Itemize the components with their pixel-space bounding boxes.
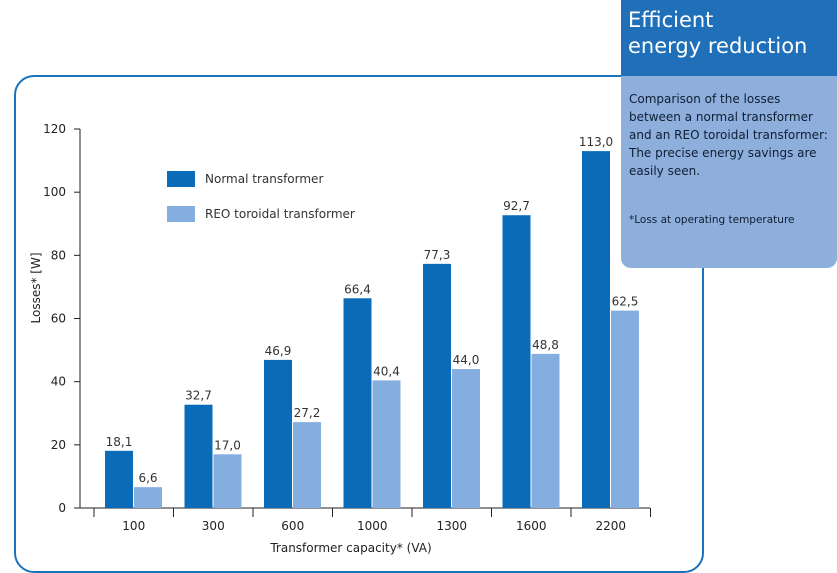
x-axis-title: Transformer capacity* (VA) bbox=[269, 541, 431, 555]
x-tick-label: 1300 bbox=[436, 519, 467, 533]
bar bbox=[611, 310, 639, 508]
bar bbox=[423, 263, 451, 508]
bar bbox=[134, 487, 162, 508]
legend-label: REO toroidal transformer bbox=[205, 207, 355, 221]
y-tick-label: 80 bbox=[51, 248, 66, 262]
y-tick-label: 40 bbox=[51, 375, 66, 389]
info-panel: Efficient energy reduction Comparison of… bbox=[621, 0, 837, 268]
x-tick-label: 2200 bbox=[595, 519, 626, 533]
y-tick-label: 60 bbox=[51, 312, 66, 326]
bar bbox=[582, 151, 610, 508]
x-tick-label: 600 bbox=[281, 519, 304, 533]
data-label: 40,4 bbox=[373, 364, 400, 378]
y-axis-title: Losses* [W] bbox=[29, 253, 43, 324]
legend-swatch bbox=[167, 171, 195, 187]
x-tick-label: 100 bbox=[122, 519, 145, 533]
data-label: 27,2 bbox=[294, 406, 321, 420]
data-label: 6,6 bbox=[138, 471, 157, 485]
bar bbox=[452, 369, 480, 508]
x-tick-label: 300 bbox=[202, 519, 225, 533]
data-label: 92,7 bbox=[503, 199, 530, 213]
bars: 18,1 32,7 46,9 66,4 77,3 92,7 113,0 6,6 17,0 27,2… bbox=[105, 135, 639, 508]
y-tick-label: 120 bbox=[43, 122, 66, 136]
legend: Normal transformer REO toroidal transform… bbox=[167, 171, 355, 222]
data-label: 44,0 bbox=[453, 353, 480, 367]
data-label: 17,0 bbox=[214, 438, 241, 452]
legend-label: Normal transformer bbox=[205, 172, 323, 186]
bar bbox=[531, 353, 560, 508]
data-label: 48,8 bbox=[532, 338, 559, 352]
y-axis: 0 20 40 60 80 100 120 bbox=[43, 122, 81, 515]
bar bbox=[264, 359, 292, 508]
data-label: 18,1 bbox=[106, 435, 133, 449]
x-axis: 100 300 600 1000 1300 1600 2200 bbox=[80, 507, 651, 533]
info-title-line-1: Efficient bbox=[628, 8, 714, 32]
bar bbox=[213, 454, 242, 508]
data-label: 66,4 bbox=[344, 282, 371, 296]
bar bbox=[184, 404, 213, 508]
bar bbox=[372, 380, 401, 508]
info-description: Comparison of the losses between a norma… bbox=[629, 92, 828, 178]
x-tick-label: 1600 bbox=[516, 519, 547, 533]
info-panel-header: Efficient energy reduction bbox=[621, 0, 837, 76]
y-tick-label: 20 bbox=[51, 438, 66, 452]
bar bbox=[293, 422, 321, 508]
y-tick-label: 100 bbox=[43, 185, 66, 199]
info-title-line-2: energy reduction bbox=[628, 34, 808, 58]
data-label: 113,0 bbox=[579, 135, 613, 149]
bar bbox=[343, 298, 372, 508]
data-label: 32,7 bbox=[185, 389, 212, 403]
data-label: 62,5 bbox=[612, 295, 639, 309]
bar bbox=[502, 215, 531, 508]
bar bbox=[105, 450, 133, 508]
data-label: 77,3 bbox=[424, 248, 451, 262]
legend-swatch bbox=[167, 206, 195, 222]
y-tick-label: 0 bbox=[58, 501, 66, 515]
x-tick-label: 1000 bbox=[357, 519, 388, 533]
info-footnote: *Loss at operating temperature bbox=[629, 214, 795, 226]
data-label: 46,9 bbox=[265, 344, 292, 358]
